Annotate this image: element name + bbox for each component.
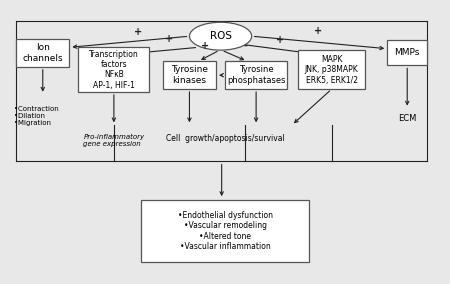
Text: MMPs: MMPs xyxy=(395,48,420,57)
Text: •Endothelial dysfunction
•Vascular remodeling
•Altered tone
•Vascular inflammati: •Endothelial dysfunction •Vascular remod… xyxy=(177,211,273,251)
Text: +: + xyxy=(166,34,174,44)
Text: +: + xyxy=(201,41,209,51)
FancyBboxPatch shape xyxy=(387,40,427,65)
Text: Pro-inflammatory
gene expression: Pro-inflammatory gene expression xyxy=(83,134,144,147)
Text: +: + xyxy=(134,27,142,37)
FancyBboxPatch shape xyxy=(140,201,310,262)
Text: Ion
channels: Ion channels xyxy=(22,43,63,62)
Text: Tyrosine
kinases: Tyrosine kinases xyxy=(171,66,208,85)
Ellipse shape xyxy=(189,22,252,50)
FancyBboxPatch shape xyxy=(298,50,365,89)
FancyBboxPatch shape xyxy=(225,61,287,89)
Text: Cell  growth/apoptosis/survival: Cell growth/apoptosis/survival xyxy=(166,134,284,143)
FancyBboxPatch shape xyxy=(78,47,149,92)
FancyBboxPatch shape xyxy=(163,61,216,89)
Text: ROS: ROS xyxy=(210,31,232,41)
Text: Tyrosine
phosphatases: Tyrosine phosphatases xyxy=(227,66,285,85)
Text: -: - xyxy=(243,41,247,51)
Text: +: + xyxy=(276,36,284,45)
Text: ECM: ECM xyxy=(398,114,416,123)
FancyBboxPatch shape xyxy=(16,39,69,67)
Text: MAPK
JNK, p38MAPK
ERK5, ERK1/2: MAPK JNK, p38MAPK ERK5, ERK1/2 xyxy=(305,55,359,85)
Text: Transcription
factors
NFκB
AP-1, HIF-1: Transcription factors NFκB AP-1, HIF-1 xyxy=(89,49,139,90)
Text: +: + xyxy=(314,26,322,36)
Text: •Contraction
•Dilation
•Migration: •Contraction •Dilation •Migration xyxy=(14,106,58,126)
